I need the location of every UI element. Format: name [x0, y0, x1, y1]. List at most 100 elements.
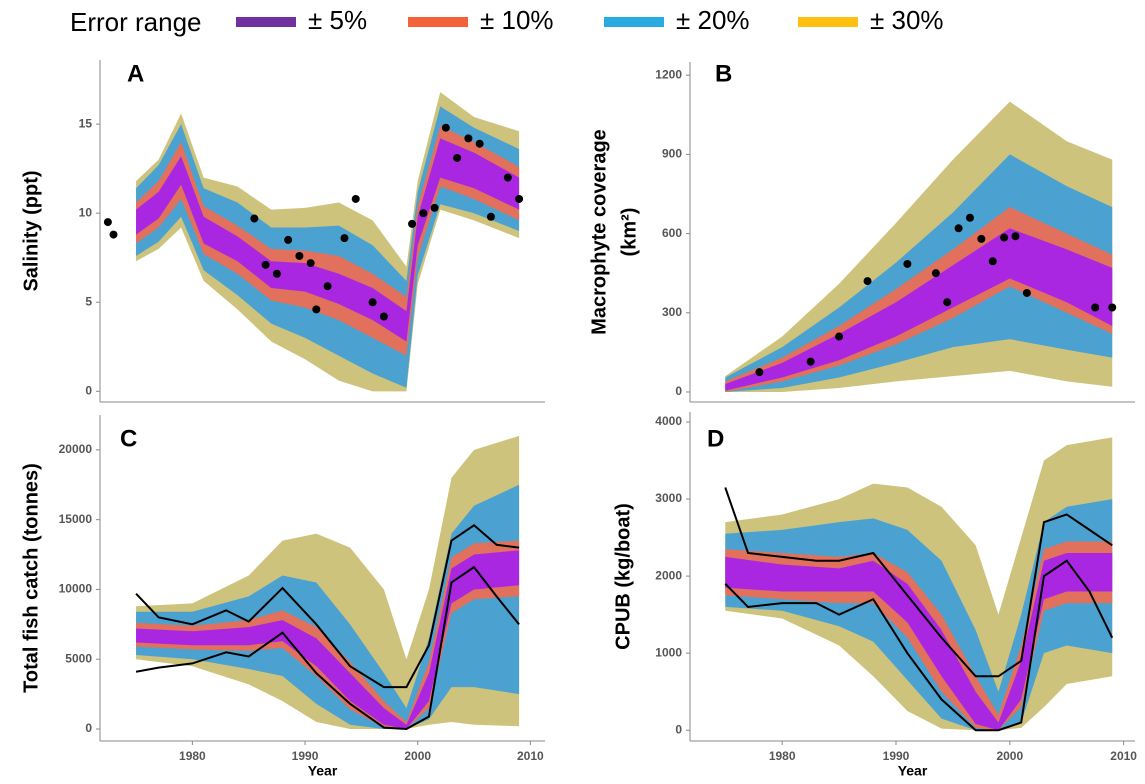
- observed-point: [464, 134, 473, 143]
- legend-swatch: [604, 17, 664, 27]
- y-tick-label: 10: [79, 205, 93, 219]
- observed-point: [272, 269, 281, 278]
- x-tick-label: 1980: [179, 749, 206, 763]
- observed-line: [724, 559, 1114, 732]
- y-axis-label: Salinity (ppt): [20, 170, 42, 291]
- observed-point: [109, 230, 118, 239]
- error-band: [136, 106, 520, 388]
- observed-line: [135, 565, 520, 731]
- observed-point: [351, 194, 360, 203]
- legend-label: ± 10%: [480, 5, 554, 35]
- legend-title: Error range: [70, 7, 202, 37]
- plot-area: [136, 92, 520, 392]
- observed-point: [306, 259, 315, 268]
- observed-point: [475, 139, 484, 148]
- observed-point: [755, 368, 764, 377]
- panel: 0 5 10 15 A Salinity (ppt): [20, 60, 545, 403]
- y-tick-label: 1000: [655, 645, 682, 659]
- panel-label: B: [715, 60, 732, 87]
- error-band: [136, 138, 520, 342]
- x-tick-label: 1990: [883, 749, 910, 763]
- observed-point: [312, 305, 321, 314]
- observed-point: [903, 259, 912, 268]
- error-band: [725, 228, 1113, 391]
- plot-area: [135, 435, 520, 731]
- y-tick-label: 15: [79, 116, 93, 130]
- x-axis-label: Year: [308, 763, 338, 779]
- observed-point: [988, 257, 997, 266]
- observed-point: [954, 224, 963, 233]
- panel-label: D: [707, 425, 724, 452]
- y-tick-label: 5000: [65, 651, 92, 665]
- plot-area: [725, 101, 1113, 392]
- error-band: [136, 484, 520, 729]
- observed-point: [965, 213, 974, 222]
- error-band: [136, 540, 520, 729]
- y-axis-label: Macrophyte coverage: [588, 129, 610, 335]
- y-tick-label: 600: [662, 226, 682, 240]
- observed-point: [1091, 303, 1100, 312]
- observed-point: [1108, 303, 1117, 312]
- observed-point: [103, 218, 112, 227]
- y-tick-label: 0: [675, 384, 682, 398]
- observed-point: [1000, 233, 1009, 242]
- y-tick-label: 4000: [655, 414, 682, 428]
- x-tick-label: 2010: [517, 749, 544, 763]
- x-tick-label: 1980: [769, 749, 796, 763]
- observed-point: [261, 260, 270, 269]
- y-tick-label: 300: [662, 305, 682, 319]
- observed-point: [931, 269, 940, 278]
- observed-point: [441, 123, 450, 132]
- x-tick-label: 1990: [292, 749, 319, 763]
- observed-point: [419, 209, 428, 218]
- observed-point: [515, 194, 524, 203]
- panel: 0 300 600 900 1200 B Macrophyte coverage (km²): [588, 60, 1135, 403]
- x-tick-label: 2000: [996, 749, 1023, 763]
- panel-label: A: [127, 60, 144, 87]
- observed-point: [250, 214, 259, 223]
- observed-point: [284, 235, 293, 244]
- observed-point: [295, 251, 304, 260]
- observed-point: [453, 153, 462, 162]
- observed-point: [1022, 288, 1031, 297]
- x-axis-label: Year: [898, 763, 928, 779]
- y-tick-label: 5: [85, 294, 92, 308]
- legend-swatch: [236, 17, 296, 27]
- observed-point: [408, 219, 417, 228]
- legend-swatch: [408, 17, 468, 27]
- legend-label: ± 20%: [676, 5, 750, 35]
- panel-label: C: [120, 425, 137, 452]
- panel: 0 1000 2000 3000 4000 1980 1990 2000 2010 Year D CP…: [612, 412, 1137, 779]
- observed-point: [340, 234, 349, 243]
- observed-point: [430, 203, 439, 212]
- observed-point: [486, 212, 495, 221]
- y-tick-label: 0: [675, 722, 682, 736]
- plot-area: [724, 437, 1114, 732]
- error-band: [725, 553, 1113, 731]
- observed-point: [503, 173, 512, 182]
- observed-point: [379, 312, 388, 321]
- observed-line: [135, 523, 520, 689]
- observed-point: [977, 234, 986, 243]
- legend-swatch: [798, 17, 858, 27]
- observed-point: [863, 277, 872, 286]
- legend-label: ± 5%: [308, 5, 367, 35]
- y-axis-label: Total fish catch (tonnes): [20, 463, 42, 693]
- y-axis-label: CPUB (kg/boat): [612, 503, 634, 650]
- y-tick-label: 2000: [655, 568, 682, 582]
- y-tick-label: 0: [85, 383, 92, 397]
- observed-point: [806, 357, 815, 366]
- y-axis-label: (km²): [618, 208, 640, 257]
- legend-label: ± 30%: [870, 5, 944, 35]
- y-tick-label: 1200: [655, 67, 682, 81]
- observed-point: [835, 332, 844, 341]
- y-tick-label: 15000: [59, 512, 93, 526]
- y-tick-label: 20000: [59, 442, 93, 456]
- y-tick-label: 3000: [655, 491, 682, 505]
- observed-point: [368, 298, 377, 307]
- observed-point: [323, 282, 332, 291]
- y-tick-label: 900: [662, 147, 682, 161]
- panel: 0 5000 10000 15000 20000 1980 1990 2000 2010 Year…: [20, 415, 545, 779]
- observed-point: [943, 298, 952, 307]
